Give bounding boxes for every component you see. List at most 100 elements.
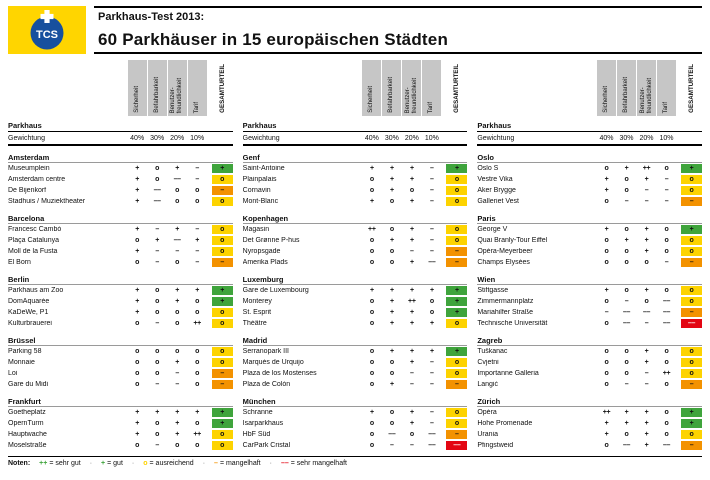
criteria-label: Befahrbarkeit	[153, 77, 160, 113]
rating-cell: +	[369, 287, 374, 294]
overall-grade-cell: +	[211, 285, 233, 296]
overall-grade-cell: o	[446, 174, 468, 185]
rating-cell: o	[155, 359, 160, 366]
rating-cell: o	[195, 370, 200, 377]
criteria-label: Tarif	[193, 101, 200, 113]
city-header-row: Paris	[477, 212, 703, 224]
weight-value: 30%	[384, 134, 399, 142]
legend: Noten: ++= sehr gut += gut o= ausreichend –…	[8, 456, 702, 467]
parkhaus-name: Cvjetni	[477, 359, 499, 366]
parkhaus-row: Opéra ++ + + o +	[477, 407, 703, 418]
legend-item: += gut	[90, 460, 123, 467]
parkhaus-name: Champs Élysées	[477, 259, 530, 266]
rating-cell: +	[175, 226, 180, 233]
overall-grade-cell: o	[446, 318, 468, 329]
rating-cell: +	[369, 409, 374, 416]
rating-cell: –	[155, 248, 159, 255]
rating-cell: +	[624, 409, 629, 416]
rating-cell: ––	[153, 187, 161, 194]
rating-cell: –	[664, 187, 669, 194]
rating-cell: +	[175, 298, 180, 305]
overall-header-cell: GESAMTURTEIL	[446, 60, 467, 116]
rating-cell: ––	[153, 198, 161, 205]
city-name: Barcelona	[8, 214, 45, 223]
rating-cell: +	[369, 198, 374, 205]
page-title-line2: 60 Parkhäuser in 15 europäischen Städten	[98, 30, 449, 49]
rating-cell: +	[389, 176, 394, 183]
rating-cell: ++	[642, 165, 651, 172]
city-header-row: Brüssel	[8, 334, 233, 346]
weight-value: 30%	[150, 134, 165, 142]
parkhaus-name: Gare de Luxembourg	[242, 287, 309, 294]
overall-grade-cell: o	[211, 224, 233, 235]
parkhaus-name: Stiftgasse	[477, 287, 509, 294]
parkhaus-label-row: Parkhaus	[477, 118, 703, 132]
rating-cell: ––	[388, 431, 396, 438]
city-section: Wien Stiftgasse + o + o o Zimmermannplatz o – o –– o…	[477, 273, 703, 329]
overall-grade-cell: o	[446, 185, 468, 196]
legend-items: ++= sehr gut += gut o= ausreichend –= mange…	[39, 460, 347, 467]
rating-cell: +	[389, 187, 394, 194]
overall-grade-cell: +	[446, 346, 468, 357]
weight-value: 40%	[599, 134, 614, 142]
city-header-row: München	[242, 395, 468, 407]
city-section: Genf Saint-Antoine + + + – + Plainpalais o + + – o Co…	[242, 151, 468, 207]
rating-cell: o	[369, 420, 374, 427]
parkhaus-column-label: Parkhaus	[477, 121, 512, 130]
overall-header-cell: GESAMTURTEIL	[681, 60, 702, 116]
rating-cell: o	[195, 309, 200, 316]
rating-cell: o	[175, 348, 180, 355]
rating-cell: –	[430, 176, 434, 183]
rating-cell: +	[195, 237, 200, 244]
parkhaus-name: Langić	[477, 381, 498, 388]
weights-label: Gewichtung	[242, 134, 280, 142]
rating-cell: +	[389, 381, 394, 388]
rating-cell: +	[644, 442, 649, 449]
rating-cell: o	[389, 226, 394, 233]
rating-cell: –	[195, 259, 199, 266]
parkhaus-row: Nyropsgade o o – – –	[243, 246, 468, 257]
rating-cell: o	[664, 287, 669, 294]
overall-header-cell: GESAMTURTEIL	[212, 60, 233, 116]
city-header-row: Kopenhagen	[242, 212, 468, 224]
rating-cell: o	[195, 359, 200, 366]
overall-grade-cell: o	[446, 368, 468, 379]
rating-cell: –	[430, 409, 434, 416]
rating-cell: –	[624, 198, 629, 205]
rating-cell: ++	[193, 320, 201, 327]
legend-text: = ausreichend	[149, 460, 194, 467]
rating-cell: o	[604, 237, 609, 244]
overall-grade-cell: –	[681, 257, 703, 268]
criteria-header-cell: Sicherheit	[127, 60, 147, 116]
rating-cell: o	[624, 370, 629, 377]
legend-text: = sehr gut	[49, 460, 81, 467]
overall-grade-cell: o	[681, 235, 703, 246]
city-name: Frankfurt	[8, 397, 41, 406]
rating-cell: –	[155, 381, 159, 388]
rating-cell: o	[195, 298, 200, 305]
overall-label: GESAMTURTEIL	[218, 64, 226, 113]
weight-value: 20%	[170, 134, 185, 142]
rating-cell: o	[155, 370, 160, 377]
overall-grade-cell: o	[446, 196, 468, 207]
parkhaus-row: Gare du Midi o – – o –	[8, 379, 233, 390]
weight-value: 10%	[190, 134, 205, 142]
rating-cell: ++	[408, 298, 416, 305]
rating-cell: +	[409, 309, 414, 316]
rating-cell: +	[644, 287, 649, 294]
city-section: München Schranne + o + – o Isarparkhaus o o + – o HbF…	[242, 395, 468, 451]
rating-cell: –	[644, 370, 649, 377]
rating-cell: +	[135, 165, 140, 172]
rating-cell: ––	[662, 298, 671, 305]
parkhaus-name: Monterey	[242, 298, 272, 305]
rating-cell: o	[195, 420, 200, 427]
parkhaus-name: Plaza de los Mostenses	[242, 370, 317, 377]
rating-cell: o	[369, 298, 374, 305]
overall-grade-cell: o	[681, 246, 703, 257]
table-column-2: Sicherheit Befahrbarkeit Benutzer- freundl…	[242, 60, 468, 451]
criteria-header-row: Sicherheit Befahrbarkeit Benutzer- freundl…	[243, 60, 468, 116]
parkhaus-row: Det Grønne P-hus o + + – o	[243, 235, 468, 246]
rating-cell: o	[175, 187, 180, 194]
overall-grade-cell: –	[211, 368, 233, 379]
parkhaus-row: Théâtre o + + + o	[243, 318, 468, 329]
